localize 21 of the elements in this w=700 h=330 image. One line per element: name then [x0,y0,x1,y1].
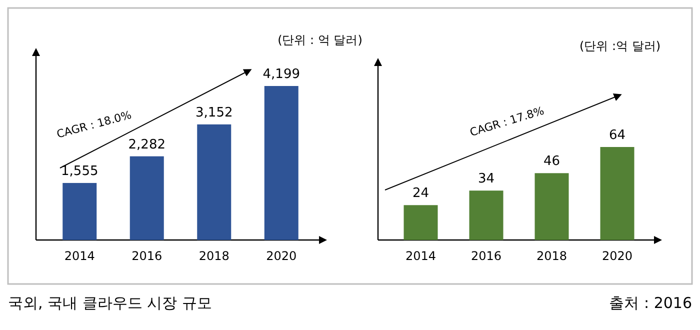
x-tick-label: 2018 [536,249,568,263]
data-label: 64 [608,128,626,143]
text: (단위 :억 달러) [579,39,661,53]
text: (단위 : 억 달러) [278,33,362,47]
data-label: 1,555 [61,164,98,179]
x-tick-label: 2014 [405,249,436,263]
data-label: 2,282 [128,137,166,152]
data-label: 4,199 [262,67,300,82]
x-tick-label: 2016 [470,249,502,263]
data-label: 46 [543,154,560,170]
text: 국외, 국내 클라우드 시장 규모 [8,294,212,312]
data-label: 3,152 [196,105,233,120]
x-tick-label: 2020 [266,249,297,263]
x-tick-label: 2018 [198,249,230,263]
x-tick-label: 2016 [132,249,162,263]
text: CAGR : 17.8% [468,104,546,140]
source-note: 출처 : 2016 [609,294,692,312]
x-tick-label: 2014 [64,249,95,263]
data-label: 24 [412,186,430,202]
data-label: 34 [478,172,495,187]
x-tick-label: 2020 [602,249,633,263]
